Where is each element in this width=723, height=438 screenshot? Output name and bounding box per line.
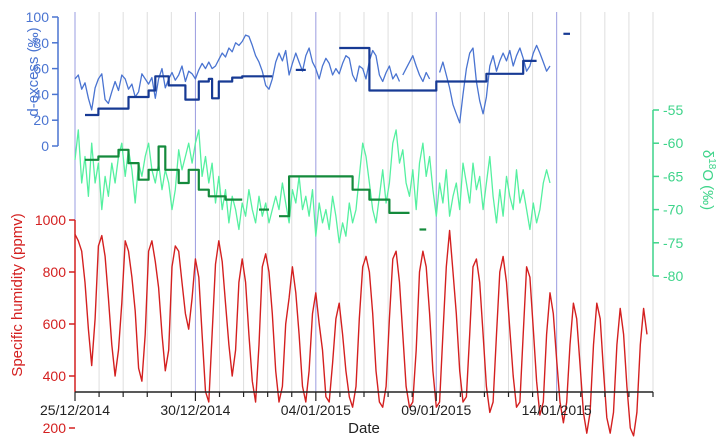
y-tick-label-dexcess-4: 20 (33, 112, 49, 128)
axes: 1008060402001000800600400200-55-60-65-70… (26, 9, 684, 436)
y-tick-label-dexcess-1: 80 (33, 35, 49, 51)
d18o-title-prefix: δ (699, 150, 716, 158)
x-tick-label-3: 09/01/2015 (401, 402, 471, 418)
series-humidity-line-segment-0 (74, 229, 648, 437)
y-tick-label-dexcess-2: 60 (33, 61, 49, 77)
plot-area (74, 32, 648, 437)
series-dexcess-line-segment-1 (402, 55, 431, 83)
y-tick-label-humidity-1: 800 (43, 264, 67, 280)
y-axis-title-humidity: Specific humidity (ppmv) (9, 213, 26, 376)
y-tick-label-humidity-3: 400 (43, 368, 67, 384)
y-tick-label-d18o-5: -80 (663, 268, 683, 284)
y-tick-label-dexcess-3: 40 (33, 86, 49, 102)
series-dexcess-line-segment-2 (438, 44, 551, 124)
x-tick-label-4: 14/01/2015 (522, 402, 592, 418)
y-tick-label-d18o-4: -75 (663, 235, 683, 251)
y-tick-label-d18o-1: -60 (663, 135, 683, 151)
y-tick-label-dexcess-5: 0 (41, 138, 49, 154)
x-axis-title: Date (348, 420, 380, 437)
series-d18o-line-segment-0 (74, 129, 551, 244)
series-dexcess-line-segment-0 (74, 34, 401, 111)
y-tick-label-humidity-0: 1000 (35, 212, 66, 228)
x-tick-label-1: 30/12/2014 (160, 402, 230, 418)
d18o-title-suffix: O (‰) (699, 169, 716, 210)
y-tick-label-d18o-0: -55 (663, 102, 683, 118)
series-d18o-step-segment-2 (279, 175, 410, 218)
d18o-title-sup: 18 (706, 158, 717, 170)
y-axis-title-d18o: δ18O (‰) (699, 150, 717, 210)
y-axis-title-dexcess: d-excess (‰) (25, 27, 42, 116)
series-d18o-step-segment-0 (85, 145, 243, 201)
y-tick-label-d18o-2: -65 (663, 168, 683, 184)
y-tick-label-humidity-2: 600 (43, 316, 67, 332)
x-tick-label-0: 25/12/2014 (40, 402, 110, 418)
series-dexcess-step-segment-2 (339, 46, 537, 92)
x-tick-label-2: 04/01/2015 (281, 402, 351, 418)
y-tick-label-humidity-4: 200 (43, 420, 67, 436)
y-tick-label-dexcess-0: 100 (26, 9, 50, 25)
series-dexcess-step-segment-0 (85, 75, 273, 117)
y-tick-label-d18o-3: -70 (663, 202, 683, 218)
